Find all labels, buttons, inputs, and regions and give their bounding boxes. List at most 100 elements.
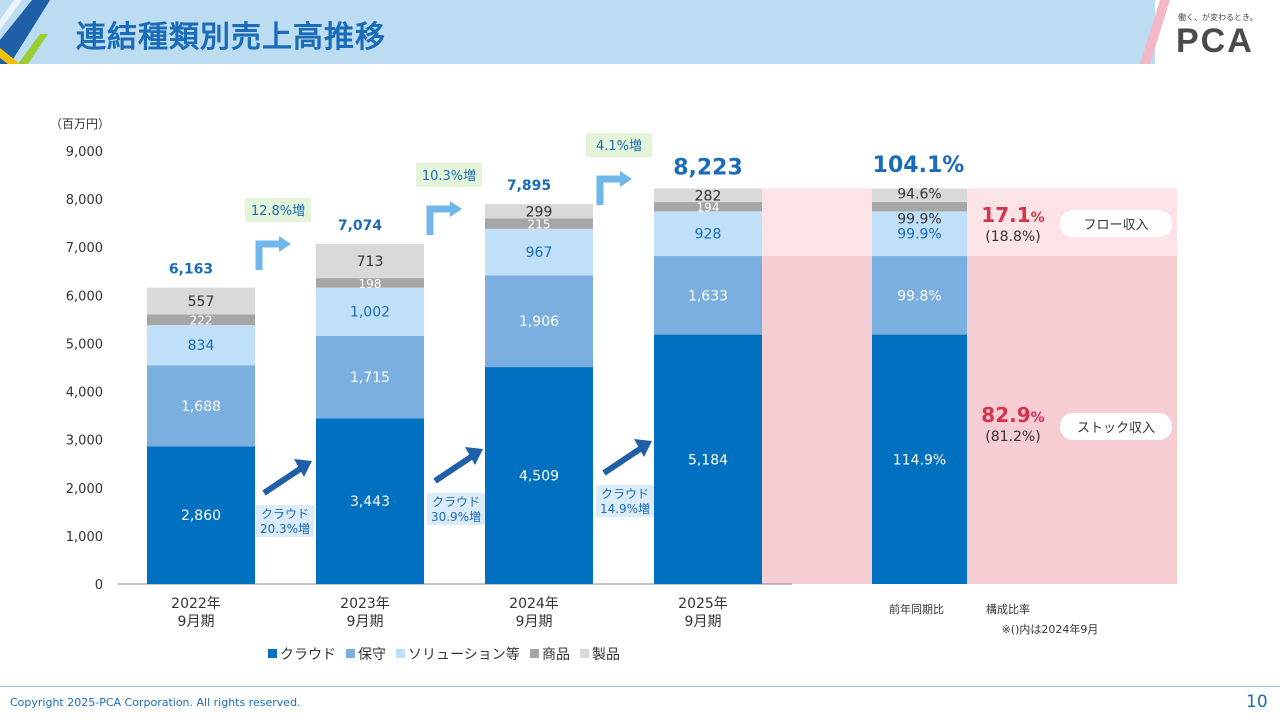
bar-segment (147, 314, 255, 326)
growth-arrow (255, 240, 281, 270)
revenue-chart: （百万円） 0 1,000 2,000 3,000 4,000 5,000 6,000 7,00… (50, 117, 1177, 663)
cloud-growth-label: クラウド (261, 507, 309, 521)
bar-segment (147, 446, 255, 584)
data-label: 2,860 (181, 508, 221, 524)
yoy-label: 114.9% (893, 452, 946, 468)
flow-percentage: 17.1% (981, 203, 1044, 227)
cloud-growth-arrow-head (465, 447, 483, 465)
bar-segment (485, 204, 593, 219)
copyright-text: Copyright 2025-PCA Corporation. All righ… (10, 696, 301, 709)
cloud-growth-label: クラウド (601, 487, 649, 501)
header-stripe-decoration (1140, 0, 1170, 64)
stock-revenue-label: ストック収入 (1077, 421, 1155, 436)
y-tick-label: 8,000 (66, 193, 103, 208)
cloud-growth-arrow (262, 466, 302, 496)
x-tick-label: 9月期 (685, 614, 722, 630)
cloud-growth-box (596, 485, 654, 517)
legend-swatch (530, 649, 539, 658)
data-label: 299 (526, 204, 553, 220)
cloud-growth-arrow-head (634, 439, 652, 457)
data-label: 1,688 (181, 399, 221, 415)
composition-note: ※()内は2024年9月 (1002, 622, 1099, 636)
data-label: 198 (359, 277, 382, 291)
bar-segment (147, 287, 255, 315)
data-label: 928 (695, 227, 722, 243)
bar-segment (654, 202, 762, 212)
data-label: 1,715 (350, 370, 390, 386)
bar-segment (654, 211, 762, 257)
data-label: 5,184 (688, 452, 728, 468)
cloud-growth-box (256, 505, 314, 537)
y-tick-label: 5,000 (66, 337, 103, 352)
data-label: 222 (190, 314, 213, 328)
growth-arrow-head (620, 171, 632, 187)
yoy-bar-segment (872, 202, 967, 212)
cloud-growth-label: 20.3%増 (260, 522, 310, 536)
data-label: 713 (357, 254, 384, 270)
yoy-bar-segment (872, 188, 967, 203)
total-label: 7,074 (338, 218, 383, 234)
total-growth-box (416, 163, 482, 187)
yoy-label: 99.9% (897, 212, 941, 228)
x-tick-label: 9月期 (178, 614, 215, 630)
data-label: 3,443 (350, 494, 390, 510)
cloud-growth-arrow-head (294, 459, 312, 477)
company-logo: PCA (1176, 22, 1254, 60)
bar-segment (316, 335, 424, 419)
growth-arrow-head (450, 201, 462, 217)
yoy-bar-segment (872, 256, 967, 335)
data-label: 967 (526, 245, 553, 261)
bar-segment (485, 218, 593, 229)
yoy-label: 99.8% (897, 288, 941, 304)
y-axis-unit-label: （百万円） (50, 117, 110, 131)
composition-axis-label: 構成比率 (986, 602, 1030, 616)
legend-label: 保守 (358, 647, 386, 663)
legend-label: 商品 (542, 647, 570, 663)
total-growth-box (245, 198, 311, 222)
data-label: 194 (697, 201, 720, 215)
legend-label: クラウド (280, 647, 336, 663)
y-tick-label: 7,000 (66, 241, 103, 256)
bar-segment (316, 418, 424, 584)
legend-label: ソリューション等 (408, 646, 520, 663)
cloud-growth-arrow (433, 454, 473, 484)
data-label: 1,906 (519, 314, 559, 330)
flow-prev-percentage: (18.8%) (985, 229, 1040, 245)
total-growth-label: 4.1%増 (596, 139, 642, 154)
x-tick-label: 9月期 (516, 614, 553, 630)
stock-prev-percentage: (81.2%) (985, 429, 1040, 445)
stock-percentage: 82.9% (981, 403, 1044, 427)
page-number: 10 (1246, 692, 1268, 712)
x-tick-label: 2023年 (340, 596, 390, 612)
bar-segment (654, 334, 762, 584)
legend-swatch (346, 649, 355, 658)
y-tick-label: 1,000 (66, 530, 103, 545)
yoy-header: 104.1% (873, 153, 965, 178)
y-tick-label: 0 (95, 578, 103, 593)
data-label: 1,633 (688, 288, 728, 304)
data-label: 4,509 (519, 469, 559, 485)
bar-segment (316, 287, 424, 336)
total-label: 8,223 (673, 155, 743, 180)
bar-segment (485, 275, 593, 368)
total-growth-label: 10.3%増 (422, 169, 476, 184)
legend-swatch (396, 649, 405, 658)
legend-label: 製品 (592, 647, 620, 663)
bar-segment (316, 278, 424, 288)
x-tick-label: 2024年 (509, 596, 559, 612)
data-label: 282 (695, 188, 722, 204)
data-label: 1,002 (350, 305, 390, 321)
corner-decoration (0, 0, 50, 64)
growth-arrow (596, 175, 622, 205)
tagline: 働く、が変わるとき。 (1178, 13, 1258, 22)
cloud-growth-box (427, 493, 485, 525)
slide-header (0, 0, 1155, 64)
legend-swatch (580, 649, 589, 658)
y-tick-label: 3,000 (66, 434, 103, 449)
yoy-label: 94.6% (897, 186, 941, 202)
yoy-bar-segment (872, 334, 967, 584)
yoy-bar-segment (872, 211, 967, 257)
y-tick-label: 9,000 (66, 145, 103, 160)
total-growth-box (586, 133, 652, 157)
bar-segment (485, 367, 593, 584)
